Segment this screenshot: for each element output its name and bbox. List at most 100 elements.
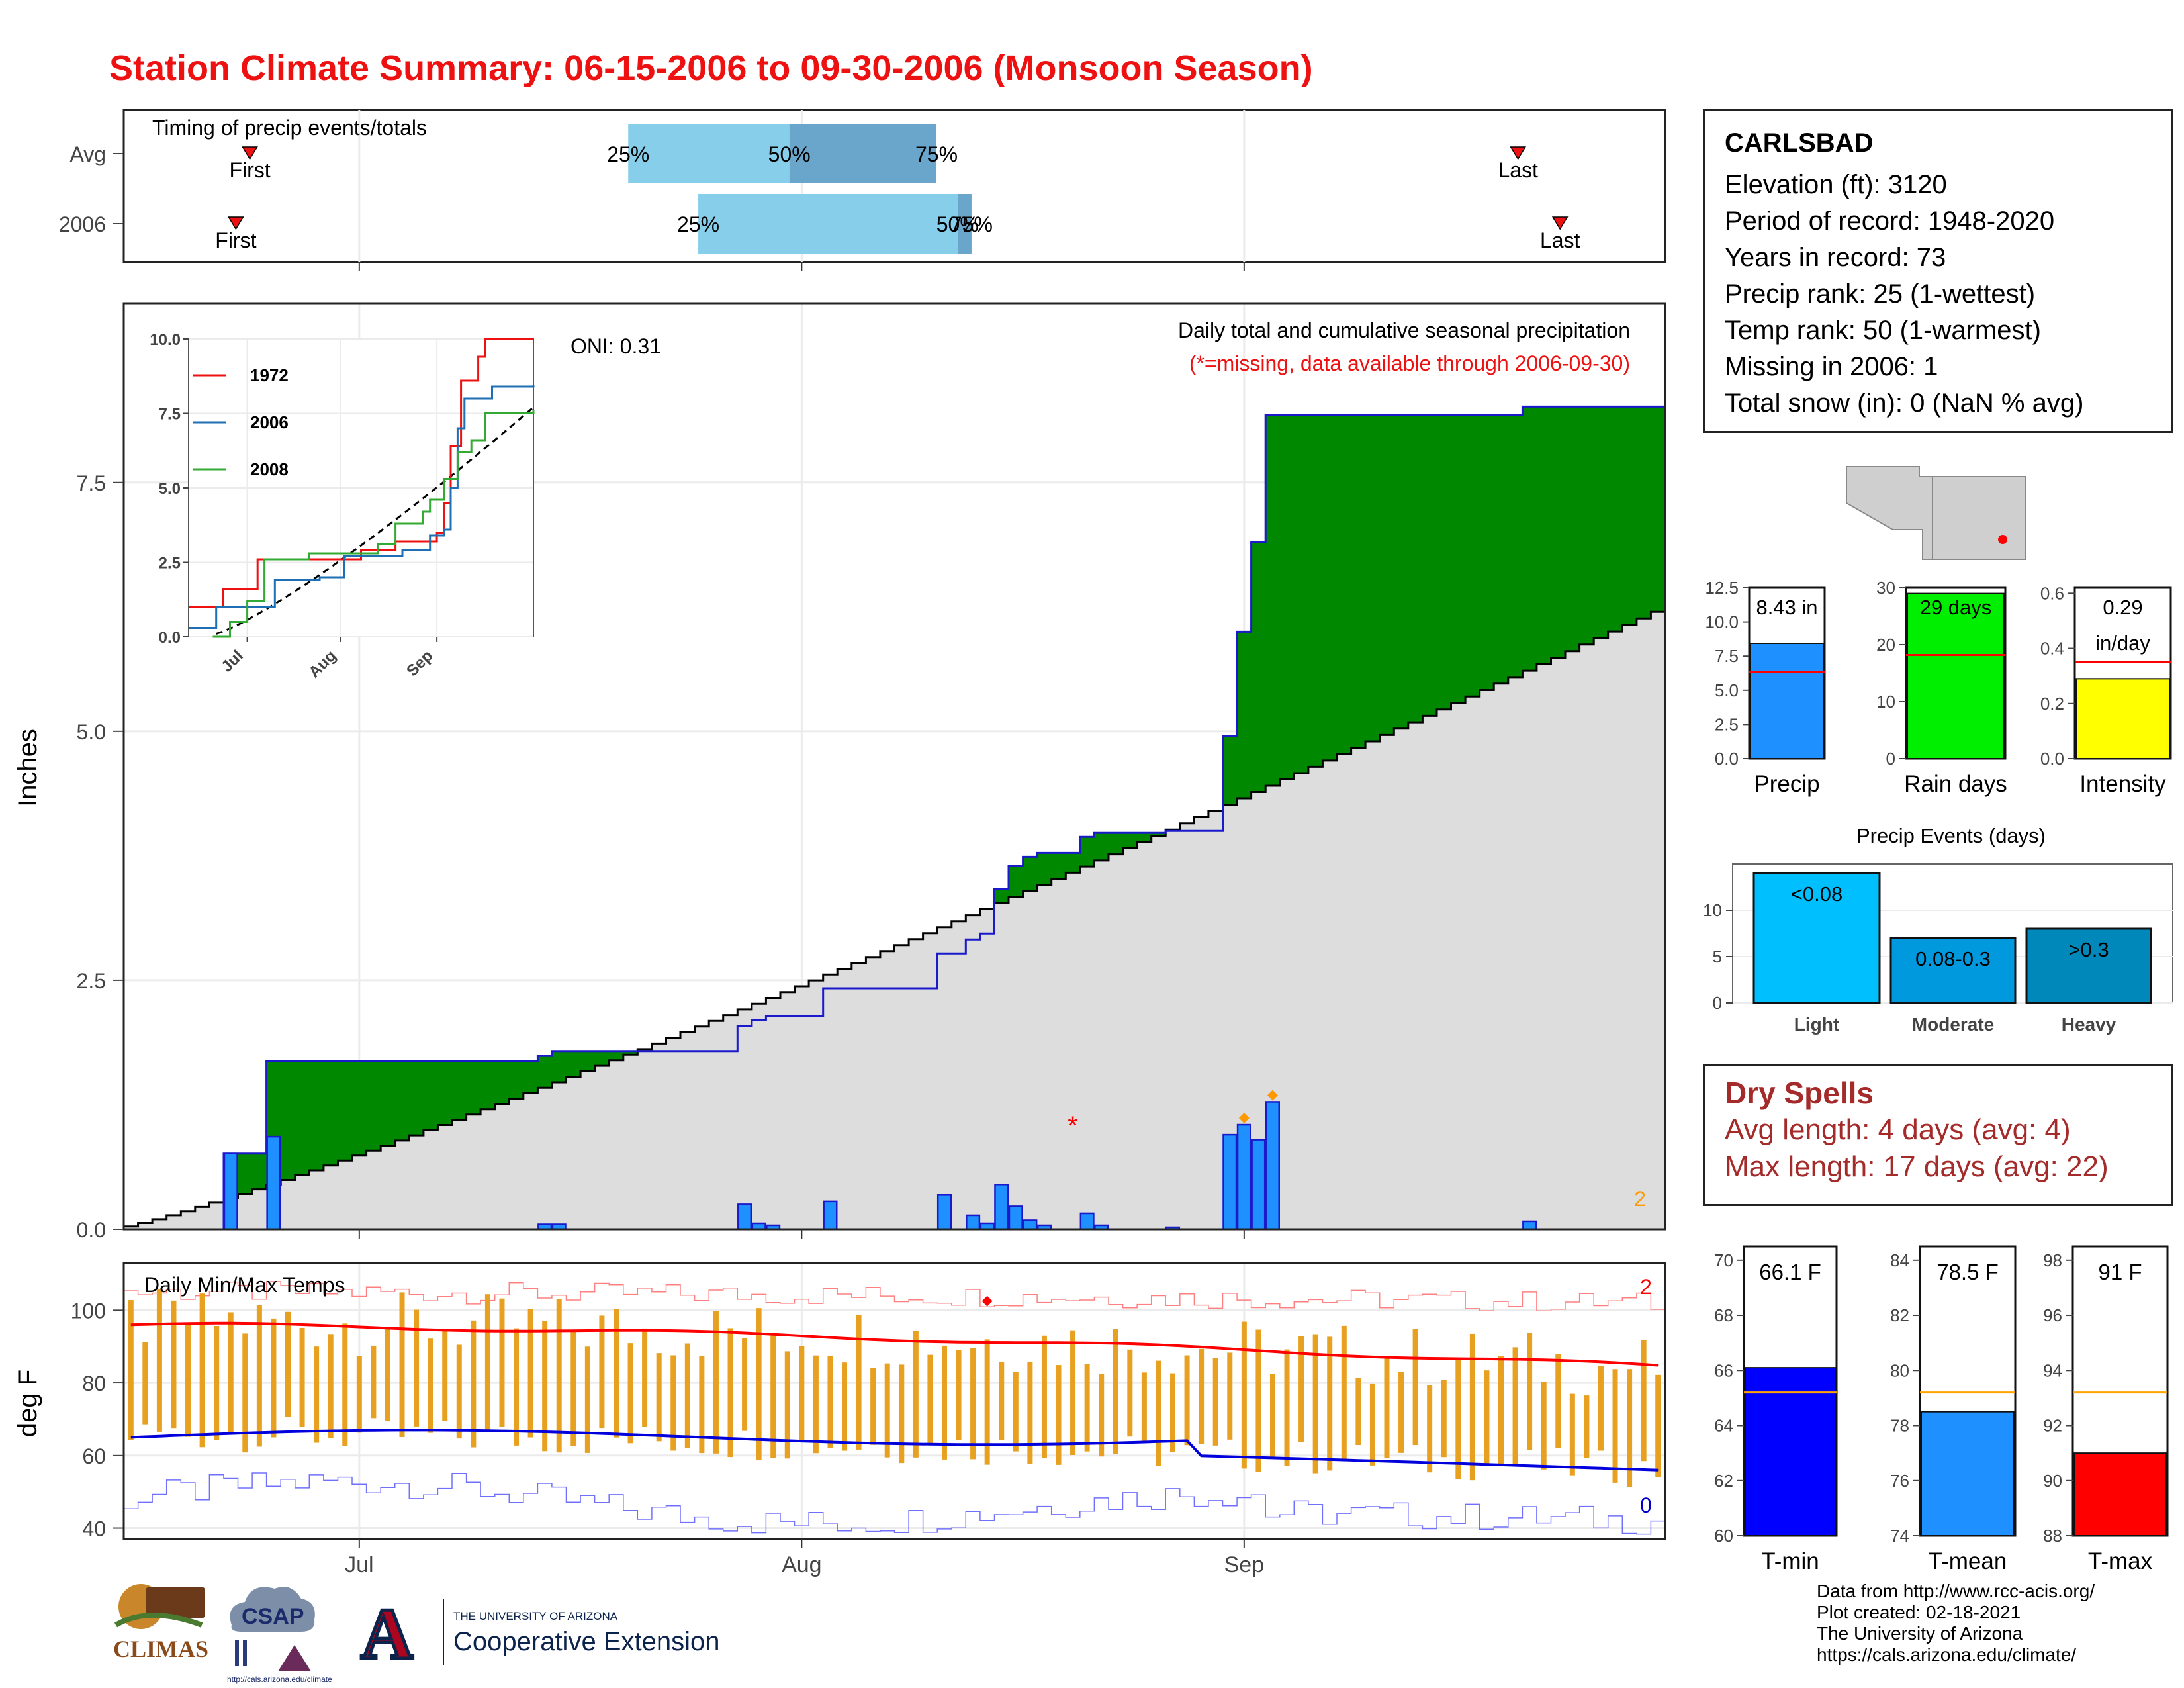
daily-temp-range-bar xyxy=(1227,1352,1233,1440)
daily-temp-range-bar xyxy=(1113,1329,1118,1454)
daily-temp-range-bar xyxy=(813,1355,819,1454)
event-bar-label: Heavy xyxy=(2062,1014,2116,1035)
credit-line: The University of Arizona xyxy=(1817,1623,2023,1644)
rain-lines-icon xyxy=(243,1640,247,1666)
precip-anomaly-fill xyxy=(323,1060,339,1166)
daily-temp-range-bar xyxy=(1212,1358,1218,1446)
daily-temp-range-bar xyxy=(1412,1329,1418,1446)
timing-marker-icon xyxy=(228,216,244,230)
precip-anomaly-fill xyxy=(1066,853,1081,873)
daily-precip-bar xyxy=(966,1214,981,1231)
legend-label: 1972 xyxy=(250,365,289,385)
daily-temp-range-bar xyxy=(870,1368,876,1445)
daily-temp-range-bar xyxy=(913,1331,919,1458)
precip-anomaly-fill xyxy=(437,1060,453,1125)
daily-temp-range-bar xyxy=(1569,1393,1575,1476)
precip-anomaly-fill xyxy=(1579,406,1594,645)
daily-temp-range-bar xyxy=(1341,1325,1347,1459)
precip-anomaly-fill xyxy=(1622,406,1637,626)
daily-temp-range-bar xyxy=(542,1321,548,1452)
daily-temp-range-bar xyxy=(328,1334,334,1438)
normal-cumulative-area xyxy=(124,612,1665,1229)
daily-temp-range-bar xyxy=(1056,1365,1062,1465)
daily-temp-range-bar xyxy=(956,1350,962,1440)
precip-anomaly-fill xyxy=(1251,542,1266,792)
daily-temp-range-bar xyxy=(842,1362,848,1451)
temp-bar-t-min xyxy=(1745,1367,1836,1536)
cloud-icon xyxy=(230,1587,315,1632)
precip-anomaly-fill xyxy=(1522,406,1537,671)
daily-temp-range-bar xyxy=(314,1346,320,1443)
event-bar-label: Light xyxy=(1794,1014,1839,1035)
mini-tick-label: 12.5 xyxy=(1705,578,1739,598)
mini-value-label: 8.43 in xyxy=(1756,596,1817,619)
daily-temp-range-bar xyxy=(256,1305,262,1447)
csap-wordmark: CSAP xyxy=(242,1604,304,1629)
daily-temp-range-bar xyxy=(1298,1336,1304,1442)
climas-logo[interactable]: CLIMAS xyxy=(113,1584,208,1662)
dry-spells-title: Dry Spells xyxy=(1725,1076,1874,1110)
precip-anomaly-fill xyxy=(1037,853,1052,885)
daily-temp-range-bar xyxy=(1498,1356,1504,1466)
precip-anomaly-fill xyxy=(1551,406,1566,658)
daily-temp-range-bar xyxy=(642,1328,648,1427)
daily-temp-range-bar xyxy=(556,1299,562,1453)
y-tick-label: 2.5 xyxy=(77,969,106,993)
event-bar-light xyxy=(1752,872,1881,1004)
precip-title: Daily total and cumulative seasonal prec… xyxy=(1178,318,1630,342)
daily-temp-range-bar xyxy=(1612,1369,1618,1483)
precip-anomaly-fill xyxy=(1594,406,1609,638)
daily-temp-range-bar xyxy=(1141,1372,1147,1442)
record-high-line xyxy=(124,1281,1665,1312)
timing-last-label: Last xyxy=(1540,228,1580,252)
precip-anomaly-fill xyxy=(1108,833,1124,855)
precip-anomaly-fill xyxy=(1079,837,1095,867)
daily-precip-bar xyxy=(1236,1123,1251,1231)
credits: Data from http://www.rcc-acis.org/ Plot … xyxy=(1817,1581,2095,1665)
daily-temp-range-bar xyxy=(584,1346,590,1453)
temp-bar-tick: 60 xyxy=(1714,1526,1733,1546)
timing-row-label: 2006 xyxy=(59,212,106,236)
daily-temp-range-bar xyxy=(484,1294,490,1430)
daily-temp-range-bar xyxy=(1527,1333,1533,1450)
csap-logo[interactable]: CSAP http://cals.arizona.edu/climate xyxy=(227,1587,332,1684)
daily-temp-range-bar xyxy=(627,1343,633,1444)
precip-anomaly-fill xyxy=(381,1060,396,1146)
daily-precip-bar xyxy=(1079,1212,1095,1231)
timing-first-label: First xyxy=(215,228,256,252)
temp-bar-tick: 84 xyxy=(1890,1250,1909,1270)
university-of-arizona-logo[interactable]: A THE UNIVERSITY OF ARIZONA Cooperative … xyxy=(359,1592,720,1676)
precip-anomaly-fill xyxy=(609,1051,624,1060)
precip-anomaly-fill xyxy=(1094,833,1109,861)
daily-temp-range-bar xyxy=(1269,1374,1275,1457)
record-high-marker-icon xyxy=(981,1295,993,1307)
daily-temp-range-bar xyxy=(514,1328,520,1446)
temp-bar-t-max xyxy=(2073,1452,2167,1536)
daily-temp-range-bar xyxy=(228,1312,234,1434)
daily-temp-range-bar xyxy=(414,1309,420,1427)
mini-bar-label: Intensity xyxy=(2079,771,2166,797)
daily-temp-range-bar xyxy=(1584,1395,1590,1458)
daily-temp-range-bar xyxy=(1199,1348,1205,1444)
daily-temp-range-bar xyxy=(699,1356,705,1454)
y-tick-label: 7.5 xyxy=(77,471,106,495)
precip-anomaly-fill xyxy=(1651,406,1666,612)
count-note: 2 xyxy=(1634,1187,1646,1211)
ua-extension: Cooperative Extension xyxy=(453,1627,719,1656)
state-shape-icon xyxy=(1846,466,2026,560)
daily-temp-range-bar xyxy=(899,1364,905,1464)
timing-marker-icon xyxy=(1551,216,1569,230)
daily-temp-range-bar xyxy=(1627,1369,1633,1487)
precip-anomaly-fill xyxy=(594,1051,610,1066)
temp-bar-tick: 82 xyxy=(1890,1305,1909,1325)
precip-anomaly-fill xyxy=(1394,414,1409,729)
timing-first-label: First xyxy=(229,158,270,182)
event-bar-text: 0.08-0.3 xyxy=(1915,947,1991,970)
temp-note-max: 2 xyxy=(1640,1275,1652,1299)
daily-temp-range-bar xyxy=(1013,1372,1019,1452)
dry-spells-max: Max length: 17 days (avg: 22) xyxy=(1725,1150,2109,1183)
daily-temp-range-bar xyxy=(1655,1374,1661,1477)
precip-panel-frame xyxy=(122,302,1666,1231)
daily-temp-range-bar xyxy=(742,1338,748,1431)
climas-wordmark: CLIMAS xyxy=(113,1636,208,1662)
